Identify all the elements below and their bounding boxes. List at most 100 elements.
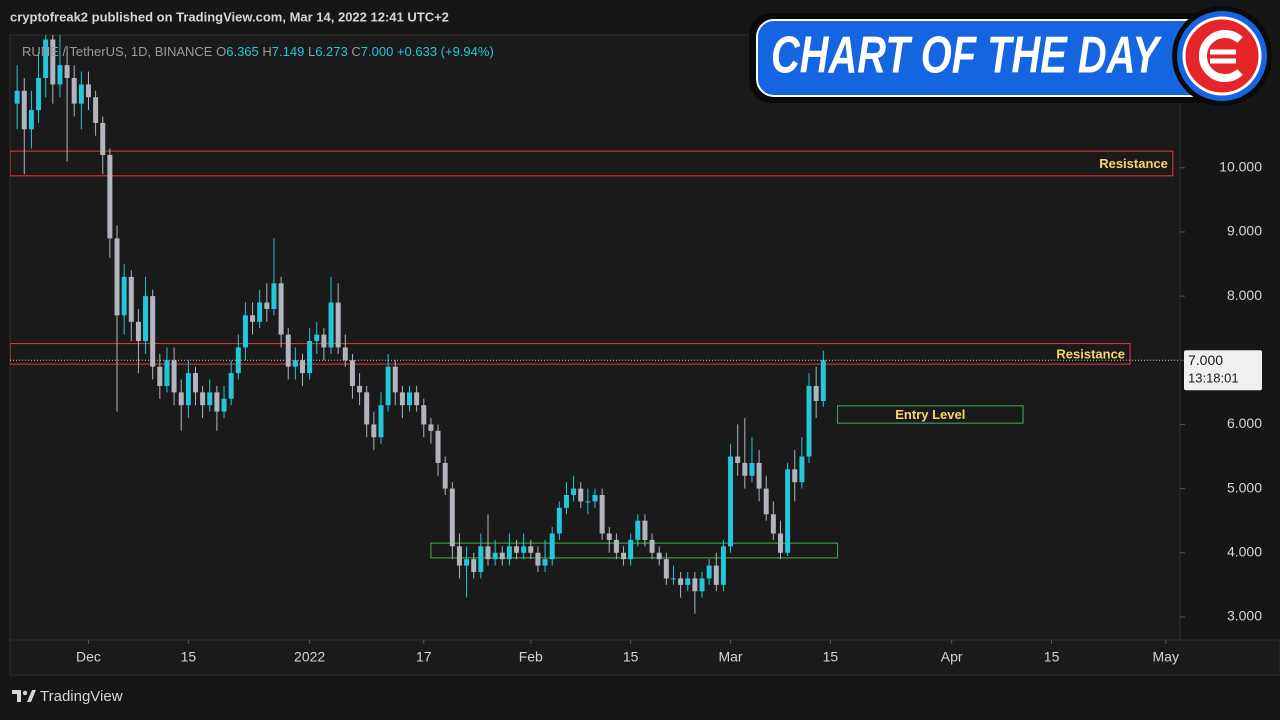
candle-body bbox=[364, 392, 370, 425]
candle-body bbox=[371, 424, 377, 438]
candle-body bbox=[164, 360, 170, 386]
candle-body bbox=[349, 360, 355, 386]
tv-icon bbox=[12, 690, 21, 702]
candle-body bbox=[756, 462, 762, 489]
candle-body bbox=[777, 533, 783, 553]
candle-body bbox=[114, 238, 120, 316]
candle-body bbox=[456, 546, 462, 566]
plot: Resistance Resistance Entry Level bbox=[10, 35, 1180, 614]
candle-body bbox=[442, 462, 448, 489]
last-price-box bbox=[1184, 350, 1262, 391]
x-tick-label: 2022 bbox=[294, 649, 325, 665]
candle-body bbox=[428, 424, 434, 431]
candle-body bbox=[799, 456, 805, 483]
candle-body bbox=[785, 469, 791, 553]
candle-body bbox=[285, 334, 291, 367]
tv-icon-slash bbox=[27, 690, 36, 702]
candle-body bbox=[357, 385, 363, 393]
candle-body bbox=[207, 392, 213, 406]
candle-body bbox=[492, 552, 498, 560]
tv-icon-dot bbox=[22, 690, 28, 696]
y-tick-label: 3.000 bbox=[1227, 608, 1262, 624]
candle-body bbox=[435, 430, 441, 463]
candle-body bbox=[499, 552, 505, 560]
candle-body bbox=[806, 385, 812, 457]
candle-body bbox=[264, 302, 270, 309]
logo-disc bbox=[1182, 16, 1262, 96]
candle-body bbox=[699, 578, 705, 592]
candle-body bbox=[71, 77, 77, 104]
zone bbox=[10, 343, 1131, 365]
y-tick-label: 6.000 bbox=[1227, 415, 1262, 431]
logo-bars bbox=[1210, 49, 1236, 64]
candle-body bbox=[728, 456, 734, 547]
candle-body bbox=[21, 90, 27, 130]
candle-body bbox=[342, 347, 348, 361]
y-tick-label: 4.000 bbox=[1227, 543, 1262, 559]
badge-text: CHART OF THE DAY bbox=[771, 27, 1162, 85]
candle-body bbox=[642, 520, 648, 540]
candle-body bbox=[792, 469, 798, 483]
candle-body bbox=[670, 578, 676, 580]
candle-body bbox=[85, 84, 91, 98]
candle-body bbox=[635, 520, 641, 540]
candle-body bbox=[563, 495, 569, 508]
candle-body bbox=[685, 578, 691, 585]
candle-body bbox=[135, 321, 141, 342]
candle-body bbox=[36, 77, 42, 111]
candle-body bbox=[542, 559, 548, 566]
candle-body bbox=[93, 97, 99, 123]
candle-body bbox=[749, 462, 755, 476]
badge: CHART OF THE DAY bbox=[749, 6, 1272, 106]
candle-body bbox=[421, 405, 427, 425]
candle-body bbox=[713, 565, 719, 585]
candle-body bbox=[585, 501, 591, 503]
x-tick-label: 15 bbox=[181, 649, 197, 665]
axes: 3.000 4.000 5.000 6.000 7.000 8.000 9.000 10.00… bbox=[76, 159, 1262, 665]
candle-body bbox=[407, 392, 413, 406]
ohlc-label: L bbox=[308, 44, 315, 59]
candle-body bbox=[335, 302, 341, 348]
candle-body bbox=[200, 392, 206, 406]
candle-body bbox=[649, 539, 655, 553]
candle-body bbox=[250, 315, 256, 322]
candle-body bbox=[628, 539, 634, 560]
candle-body bbox=[514, 546, 520, 553]
publish-header: cryptofreak2 published on TradingView.co… bbox=[10, 9, 449, 24]
candle-body bbox=[763, 488, 769, 515]
candle-body bbox=[820, 360, 826, 402]
candle-body bbox=[735, 456, 741, 463]
candle-body bbox=[592, 495, 598, 502]
candle-body bbox=[28, 110, 34, 130]
x-tick-label: 17 bbox=[416, 649, 432, 665]
candle-body bbox=[328, 302, 334, 348]
candle-body bbox=[178, 392, 184, 406]
x-tick-label: Dec bbox=[76, 649, 101, 665]
candle-body bbox=[64, 65, 70, 78]
candle-body bbox=[813, 385, 819, 402]
candle-body bbox=[535, 552, 541, 566]
candle-body bbox=[449, 488, 455, 547]
candle-body bbox=[521, 546, 527, 553]
candle-body bbox=[485, 546, 491, 560]
symbol: RUNE / TetherUS, 1D, BINANCE bbox=[22, 44, 213, 59]
y-tick-label: 8.000 bbox=[1227, 287, 1262, 303]
candle-body bbox=[157, 366, 163, 386]
x-tick-label: Feb bbox=[519, 649, 543, 665]
zone-label: Resistance bbox=[1056, 346, 1125, 361]
candle-body bbox=[506, 546, 512, 560]
plot-area bbox=[9, 34, 1181, 641]
candle-body bbox=[663, 559, 669, 579]
candle-body bbox=[214, 392, 220, 412]
candle-body bbox=[578, 488, 584, 502]
x-tick-label: 15 bbox=[623, 649, 639, 665]
candle-body bbox=[107, 154, 113, 239]
candle-body bbox=[128, 276, 134, 322]
candle-body bbox=[100, 122, 106, 155]
candle-body bbox=[556, 507, 562, 534]
candle-body bbox=[150, 296, 156, 367]
candle-body bbox=[192, 373, 198, 393]
time-axis bbox=[9, 639, 1280, 676]
